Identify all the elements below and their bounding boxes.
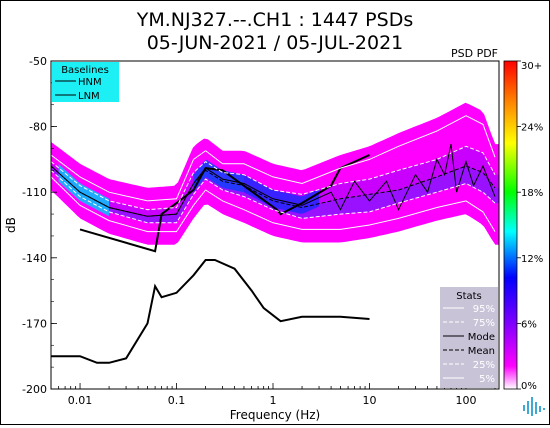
series-5pct-line [51,176,496,233]
density-core-0 [58,164,110,217]
colorbar-tick-label: 12% [521,254,543,265]
plot-area [51,61,499,389]
series-75pct-line [51,145,496,211]
colorbar-tick-label: 30+ [521,61,542,72]
legend-mode: Mode [468,332,495,343]
series-hnm-line [79,154,370,253]
series-mean-line [51,165,496,217]
colorbar-tick-label: 18% [521,188,543,199]
plot-frame [50,60,500,390]
legend-75: 75% [473,318,495,329]
x-axis-label: Frequency (Hz) [230,408,321,422]
baselines-legend: Baselines HNM LNM [52,62,119,102]
y-tick-label: -50 [29,55,47,68]
series-25pct-line [51,169,496,224]
x-tick-label: 0.01 [68,394,93,407]
stats-legend-box [440,287,498,388]
legend-95: 95% [473,304,495,315]
y-tick-label: -80 [29,121,47,134]
y-tick-label: -140 [22,252,47,265]
y-axis: -50 -80 -110 -140 -170 -200 [22,55,57,396]
title-line-1: YM.NJ327.--.CH1 : 1447 PSDs [136,9,413,31]
y-tick-label: -200 [22,383,47,396]
series-lnm-line [51,259,370,364]
x-tick-label: 10 [362,394,376,407]
waveform-logo-icon [523,397,545,416]
curves-layer [51,115,496,364]
legend-5: 5% [479,374,495,385]
title-line-2: 05-JUN-2021 / 05-JUL-2021 [147,32,404,54]
x-axis: 0.01 0.1 1 10 100 [50,383,496,407]
legend-mean: Mean [468,346,495,357]
colorbar-tick-label: 6% [521,319,537,330]
x-tick-label: 1 [270,394,277,407]
y-tick-label: -170 [22,317,47,330]
baselines-legend-title: Baselines [61,65,109,76]
x-tick-label: 100 [455,394,476,407]
colorbar-ticks: 30+ 24% 18% 12% 6% 0% [517,60,543,392]
y-axis-label: dB [4,217,18,233]
colorbar-tick-label: 0% [521,381,537,392]
stats-legend-title: Stats [456,291,482,302]
x-tick-label: 0.1 [168,394,186,407]
legend-hnm: HNM [78,77,102,88]
colorbar [503,60,518,390]
colorbar-tick-label: 24% [521,123,543,134]
y-tick-label: -110 [22,186,47,199]
legend-lnm: LNM [78,91,100,102]
legend-25: 25% [473,360,495,371]
psd-pdf-label: PSD PDF [451,47,498,60]
series-95pct-line [51,115,496,202]
stats-legend: Stats 95% 75% Mode Mean 25% 5% [440,287,498,388]
